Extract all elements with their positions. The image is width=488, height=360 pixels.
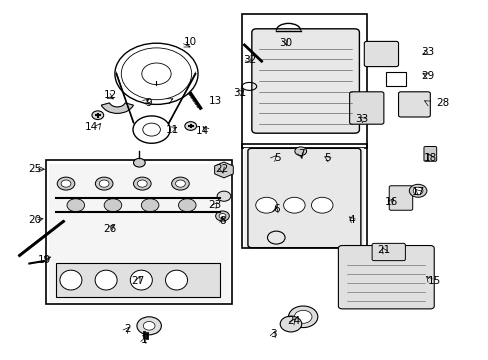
Text: 2: 2 bbox=[123, 324, 130, 334]
Circle shape bbox=[412, 187, 422, 194]
Text: 16: 16 bbox=[384, 197, 397, 207]
Circle shape bbox=[61, 180, 71, 187]
Text: 23: 23 bbox=[208, 200, 222, 210]
Circle shape bbox=[283, 197, 305, 213]
Circle shape bbox=[288, 306, 317, 328]
Text: 5: 5 bbox=[274, 153, 281, 163]
Circle shape bbox=[95, 177, 113, 190]
Bar bbox=[49, 164, 229, 302]
Circle shape bbox=[57, 177, 75, 190]
Text: 20: 20 bbox=[29, 215, 41, 225]
Bar bbox=[242, 14, 366, 148]
Text: 10: 10 bbox=[184, 37, 197, 48]
Circle shape bbox=[137, 317, 161, 335]
Text: 3: 3 bbox=[270, 329, 277, 339]
Circle shape bbox=[311, 197, 332, 213]
Text: 12: 12 bbox=[103, 90, 117, 100]
Circle shape bbox=[294, 147, 306, 156]
Ellipse shape bbox=[95, 270, 117, 290]
Text: 9: 9 bbox=[145, 98, 152, 108]
FancyBboxPatch shape bbox=[338, 246, 433, 309]
Circle shape bbox=[142, 63, 171, 85]
Text: 22: 22 bbox=[215, 164, 228, 174]
Ellipse shape bbox=[130, 270, 152, 290]
Ellipse shape bbox=[165, 270, 187, 290]
Text: 21: 21 bbox=[376, 245, 390, 255]
Circle shape bbox=[219, 213, 225, 219]
Circle shape bbox=[175, 180, 185, 187]
Text: 8: 8 bbox=[219, 216, 225, 226]
FancyBboxPatch shape bbox=[371, 243, 405, 261]
Text: 33: 33 bbox=[420, 47, 434, 57]
FancyBboxPatch shape bbox=[247, 148, 360, 248]
Bar bbox=[244, 148, 364, 247]
Text: 13: 13 bbox=[208, 96, 222, 106]
Text: 15: 15 bbox=[427, 276, 440, 286]
Text: 30: 30 bbox=[279, 38, 292, 48]
Text: 32: 32 bbox=[242, 55, 256, 66]
Circle shape bbox=[184, 122, 196, 130]
Circle shape bbox=[99, 180, 109, 187]
Circle shape bbox=[171, 177, 189, 190]
FancyBboxPatch shape bbox=[398, 92, 429, 117]
Text: 28: 28 bbox=[435, 98, 448, 108]
FancyBboxPatch shape bbox=[349, 92, 383, 124]
Circle shape bbox=[217, 191, 230, 201]
FancyBboxPatch shape bbox=[251, 29, 359, 133]
Text: 7: 7 bbox=[298, 149, 305, 159]
Text: 19: 19 bbox=[37, 255, 51, 265]
Circle shape bbox=[408, 184, 426, 197]
Circle shape bbox=[215, 211, 229, 221]
Circle shape bbox=[142, 123, 160, 136]
Circle shape bbox=[67, 199, 84, 212]
Text: 29: 29 bbox=[420, 71, 434, 81]
Bar bbox=[56, 263, 220, 297]
FancyBboxPatch shape bbox=[423, 147, 436, 161]
Text: 26: 26 bbox=[103, 224, 117, 234]
Text: 1: 1 bbox=[141, 335, 147, 345]
Circle shape bbox=[294, 310, 311, 323]
Circle shape bbox=[104, 199, 122, 212]
Text: 5: 5 bbox=[324, 153, 330, 163]
Circle shape bbox=[115, 43, 198, 104]
Text: 25: 25 bbox=[28, 164, 42, 174]
Ellipse shape bbox=[60, 270, 81, 290]
Text: 11: 11 bbox=[165, 125, 179, 135]
Circle shape bbox=[133, 158, 145, 167]
Text: 33: 33 bbox=[354, 114, 368, 124]
Bar bbox=[46, 160, 232, 304]
FancyBboxPatch shape bbox=[388, 186, 412, 210]
Circle shape bbox=[92, 111, 103, 120]
Circle shape bbox=[121, 48, 191, 100]
Text: 14: 14 bbox=[85, 122, 99, 132]
Circle shape bbox=[280, 316, 301, 332]
Text: 31: 31 bbox=[232, 88, 246, 98]
Text: 14: 14 bbox=[196, 126, 209, 136]
Wedge shape bbox=[101, 103, 133, 113]
FancyBboxPatch shape bbox=[364, 41, 398, 67]
Circle shape bbox=[137, 180, 147, 187]
Text: 24: 24 bbox=[286, 316, 300, 326]
Bar bbox=[242, 144, 366, 248]
Text: 27: 27 bbox=[131, 276, 144, 286]
Text: 17: 17 bbox=[410, 186, 424, 197]
Text: 4: 4 bbox=[348, 215, 355, 225]
Circle shape bbox=[133, 177, 151, 190]
Circle shape bbox=[178, 199, 196, 212]
Circle shape bbox=[133, 116, 170, 143]
Text: 6: 6 bbox=[272, 204, 279, 214]
Circle shape bbox=[143, 321, 155, 330]
Bar bbox=[386, 72, 405, 86]
Text: 18: 18 bbox=[423, 153, 436, 163]
Circle shape bbox=[255, 197, 277, 213]
Circle shape bbox=[141, 199, 159, 212]
